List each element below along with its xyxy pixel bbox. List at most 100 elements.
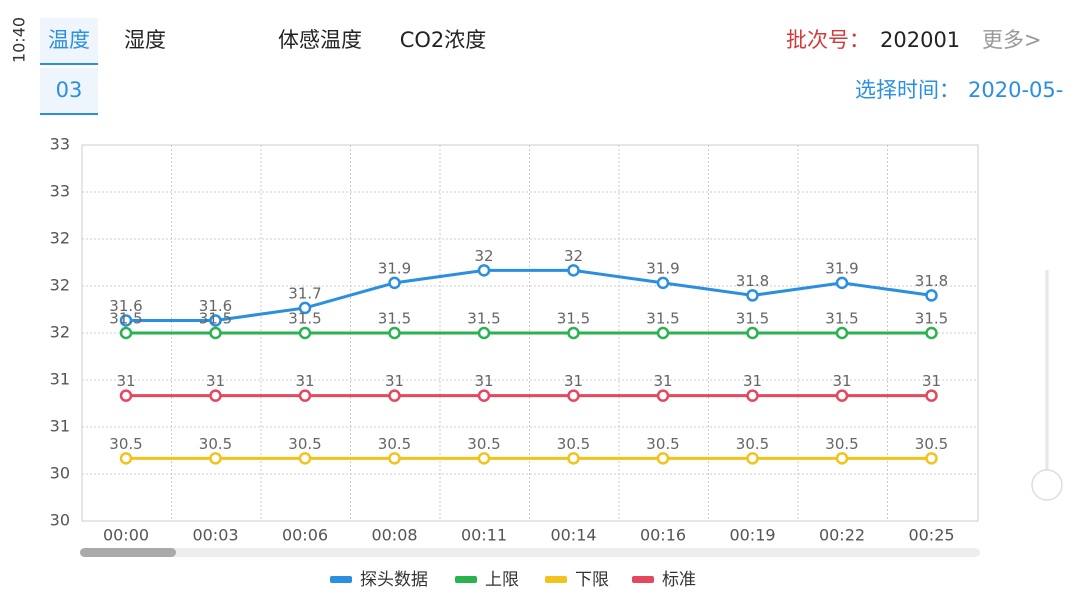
value-label: 30.5 <box>378 435 411 453</box>
legend-swatch <box>632 576 654 583</box>
point <box>209 452 222 465</box>
scrollbar-track <box>80 548 980 557</box>
x-tick-label: 00:11 <box>461 526 507 545</box>
point <box>746 326 759 340</box>
point <box>567 389 580 402</box>
x-tick-label: 00:14 <box>550 526 596 545</box>
point <box>567 264 580 277</box>
value-label: 32 <box>474 247 493 265</box>
y-tick-label: 30 <box>50 464 70 483</box>
batch-label: 批次号： <box>786 28 870 52</box>
x-tick-label: 00:25 <box>908 526 954 545</box>
value-label: 31.6 <box>109 297 142 315</box>
x-tick-label: 00:06 <box>282 526 328 545</box>
tab-date[interactable]: 03 <box>56 78 83 102</box>
tab[interactable]: 温度 <box>48 28 90 52</box>
time-label[interactable]: 选择时间： <box>855 78 960 102</box>
point <box>835 389 849 402</box>
point <box>119 326 133 340</box>
point <box>656 276 670 290</box>
series-line <box>126 268 932 322</box>
point <box>656 389 670 402</box>
point <box>477 264 491 277</box>
value-label: 31 <box>743 372 762 390</box>
y-tick-label: 31 <box>50 370 70 389</box>
value-label: 30.5 <box>288 435 321 453</box>
x-tick-label: 00:16 <box>640 526 686 545</box>
value-label: 31.5 <box>288 310 321 328</box>
value-label: 31.5 <box>199 310 232 328</box>
value-label: 31.8 <box>915 272 948 290</box>
x-tick-label: 00:19 <box>729 526 775 545</box>
point <box>656 326 670 340</box>
point <box>298 326 312 340</box>
value-label: 30.5 <box>557 435 590 453</box>
batch: 202001 <box>880 28 960 52</box>
more[interactable]: 更多> <box>982 28 1042 52</box>
scrollbar-thumb[interactable] <box>80 548 176 557</box>
value-label: 31.5 <box>467 310 500 328</box>
status-time: 10:40 <box>10 17 29 63</box>
value-label: 31.8 <box>736 272 769 290</box>
y-tick-label: 32 <box>50 276 70 295</box>
y-tick-label: 33 <box>50 182 70 201</box>
point <box>209 314 222 327</box>
value-label: 31.5 <box>378 310 411 328</box>
point <box>925 452 938 465</box>
x-tick-label: 00:08 <box>371 526 417 545</box>
value-label: 31.9 <box>378 259 411 277</box>
value-label: 31 <box>206 372 225 390</box>
point <box>835 276 849 290</box>
point <box>119 452 133 465</box>
point <box>477 452 491 465</box>
y-tick-label: 32 <box>50 229 70 248</box>
point <box>925 326 938 340</box>
point <box>835 326 849 340</box>
y-tick-label: 32 <box>50 323 70 342</box>
tab-active-bg <box>40 18 98 64</box>
value-label: 31.9 <box>825 259 858 277</box>
y-tick-label: 31 <box>50 417 70 436</box>
value-label: 31 <box>922 372 941 390</box>
tab[interactable]: CO2浓度 <box>400 28 487 52</box>
legend-swatch <box>330 576 352 583</box>
tab[interactable]: 体感温度 <box>278 28 362 52</box>
value-label: 30.5 <box>467 435 500 453</box>
value-label: 30.5 <box>736 435 769 453</box>
value-label: 31 <box>385 372 404 390</box>
value-label: 31 <box>653 372 672 390</box>
date-bg <box>40 68 98 114</box>
point <box>746 452 759 465</box>
value-label: 31.5 <box>915 310 948 328</box>
point <box>388 326 401 340</box>
y-tick-label: 33 <box>50 135 70 154</box>
legend-label: 探头数据 <box>360 570 428 590</box>
value-label: 30.5 <box>199 435 232 453</box>
point <box>656 452 670 465</box>
value-label: 31 <box>474 372 493 390</box>
legend-label: 上限 <box>485 570 519 590</box>
point <box>567 326 580 340</box>
point <box>388 452 401 465</box>
legend-swatch <box>545 576 567 583</box>
x-tick-label: 00:03 <box>192 526 238 545</box>
tab[interactable]: 湿度 <box>124 28 166 52</box>
value-label: 31.5 <box>825 310 858 328</box>
value-label: 31.5 <box>736 310 769 328</box>
value-label: 31 <box>295 372 314 390</box>
time-value[interactable]: 2020-05- <box>968 78 1063 102</box>
point <box>298 389 312 402</box>
value-label: 31 <box>832 372 851 390</box>
x-tick-label: 00:00 <box>103 526 149 545</box>
value-label: 31.6 <box>199 297 232 315</box>
slider-knob[interactable] <box>1031 469 1063 501</box>
value-label: 31.5 <box>109 310 142 328</box>
legend-label: 标准 <box>662 570 696 590</box>
y-tick-label: 30 <box>50 511 70 530</box>
value-label: 30.5 <box>109 435 142 453</box>
point <box>925 389 938 402</box>
value-label: 30.5 <box>915 435 948 453</box>
point <box>298 301 312 315</box>
